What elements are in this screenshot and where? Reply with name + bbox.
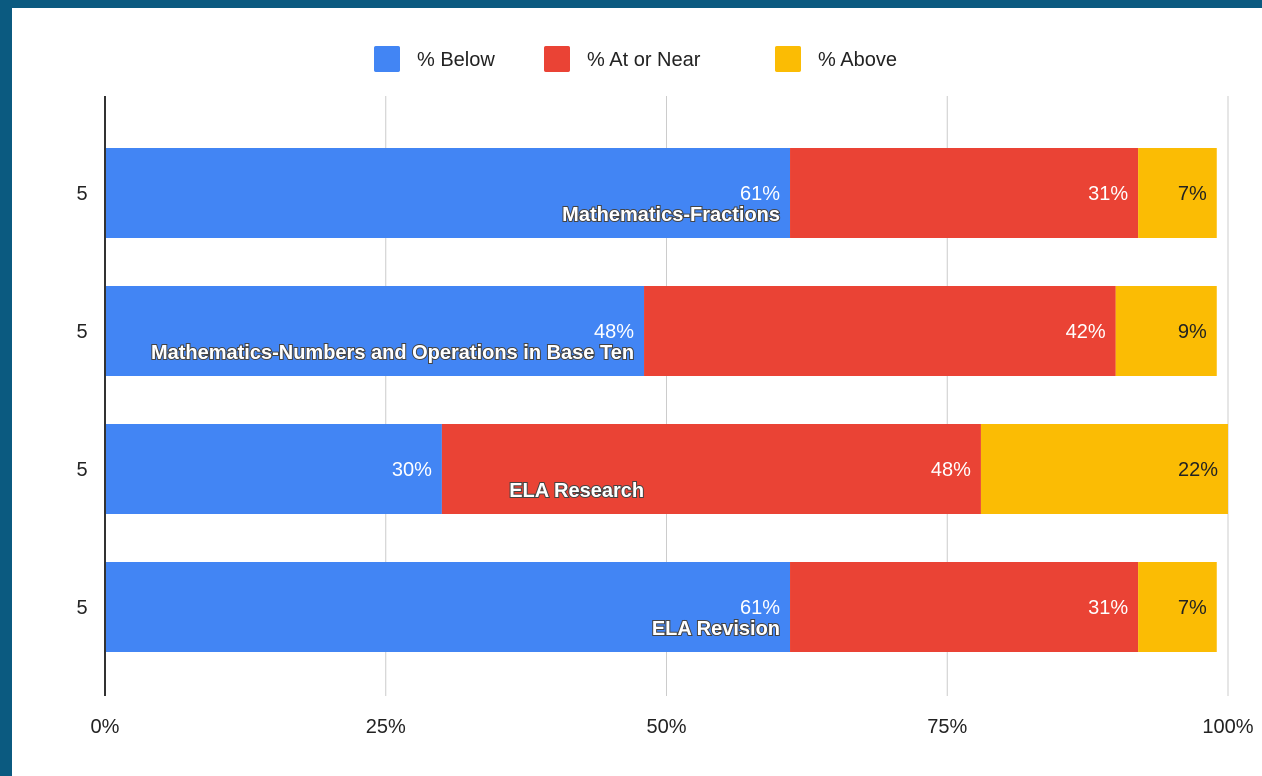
category-label: 5 — [76, 597, 87, 619]
bar-segment — [644, 286, 1116, 376]
legend-label: % At or Near — [587, 49, 701, 71]
bar-segment — [105, 424, 442, 514]
bar-segment — [105, 148, 791, 238]
data-label: 7% — [1178, 183, 1207, 205]
category-label: 5 — [76, 459, 87, 481]
category-label: 5 — [76, 321, 87, 343]
chart-frame: 61% 31% 7% Mathematics-Fractions 48% 42% 9% Mat… — [12, 8, 1262, 776]
bar-segment — [441, 424, 981, 514]
bar-segment — [1138, 148, 1217, 238]
x-tick-label: 0% — [91, 716, 120, 738]
data-label: 31% — [1088, 597, 1128, 619]
row-name-label: Mathematics-Fractions — [562, 204, 780, 226]
bar-segment — [1138, 562, 1217, 652]
legend-swatch — [544, 46, 570, 72]
category-label: 5 — [76, 183, 87, 205]
data-label: 30% — [392, 459, 432, 481]
x-tick-label: 25% — [366, 716, 406, 738]
data-label: 22% — [1178, 459, 1218, 481]
data-label: 9% — [1178, 321, 1207, 343]
legend-label: % Above — [818, 49, 897, 71]
bar-segment — [105, 286, 645, 376]
bar-segment — [1115, 286, 1217, 376]
data-label: 42% — [1066, 321, 1106, 343]
data-labels: 61% 31% 7% Mathematics-Fractions 48% 42% 9% Mat… — [150, 183, 1218, 641]
row-name-label: Mathematics-Numbers and Operations in Ba… — [151, 342, 634, 364]
bar-segment — [790, 562, 1139, 652]
data-label: 48% — [594, 321, 634, 343]
row-name-label: ELA Research — [509, 480, 644, 502]
x-tick-label: 75% — [927, 716, 967, 738]
bar-segment — [980, 424, 1228, 514]
data-label: 31% — [1088, 183, 1128, 205]
legend-label: % Below — [417, 49, 495, 71]
stacked-bar-chart: 61% 31% 7% Mathematics-Fractions 48% 42% 9% Mat… — [76, 46, 1254, 738]
bar-segment — [790, 148, 1139, 238]
data-label: 61% — [740, 183, 780, 205]
axes: 0% 25% 50% 75% 100% 5 5 5 5 — [76, 96, 1254, 738]
x-tick-label: 100% — [1202, 716, 1253, 738]
bars — [105, 148, 1228, 652]
data-label: 61% — [740, 597, 780, 619]
legend: % Below % At or Near % Above — [374, 46, 897, 72]
legend-swatch — [374, 46, 400, 72]
x-tick-label: 50% — [646, 716, 686, 738]
legend-swatch — [775, 46, 801, 72]
row-name-label: ELA Revision — [652, 618, 780, 640]
bar-segment — [105, 562, 791, 652]
data-label: 7% — [1178, 597, 1207, 619]
data-label: 48% — [931, 459, 971, 481]
